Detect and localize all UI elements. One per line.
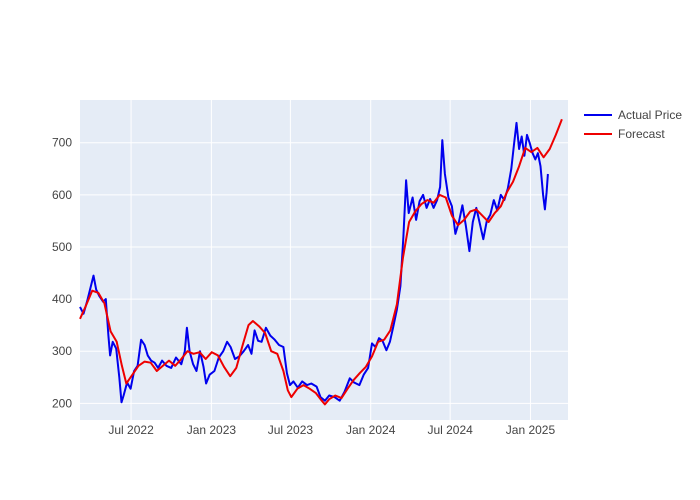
x-tick-label: Jan 2024	[346, 423, 396, 437]
y-tick-label: 200	[52, 396, 72, 410]
series-line-actual-price	[79, 121, 549, 404]
series-line-forecast	[79, 118, 563, 406]
y-tick-label: 500	[52, 240, 72, 254]
series-lines	[79, 118, 563, 406]
plot-area	[80, 100, 568, 420]
x-tick-label: Jul 2024	[427, 423, 473, 437]
legend-label: Forecast	[618, 127, 665, 141]
axis-labels: 200 300 400 500 600 700 Jul 2022 Jan 2023 Jul 20…	[52, 136, 556, 437]
y-tick-label: 600	[52, 188, 72, 202]
grid-lines	[80, 100, 568, 420]
x-tick-label: Jul 2022	[108, 423, 154, 437]
y-tick-label: 400	[52, 292, 72, 306]
legend-label: Actual Price	[618, 108, 682, 122]
legend: Actual Price Forecast	[584, 108, 682, 141]
y-tick-label: 300	[52, 344, 72, 358]
y-tick-label: 700	[52, 136, 72, 150]
x-tick-label: Jan 2025	[506, 423, 556, 437]
x-tick-label: Jul 2023	[268, 423, 314, 437]
x-tick-label: Jan 2023	[187, 423, 237, 437]
